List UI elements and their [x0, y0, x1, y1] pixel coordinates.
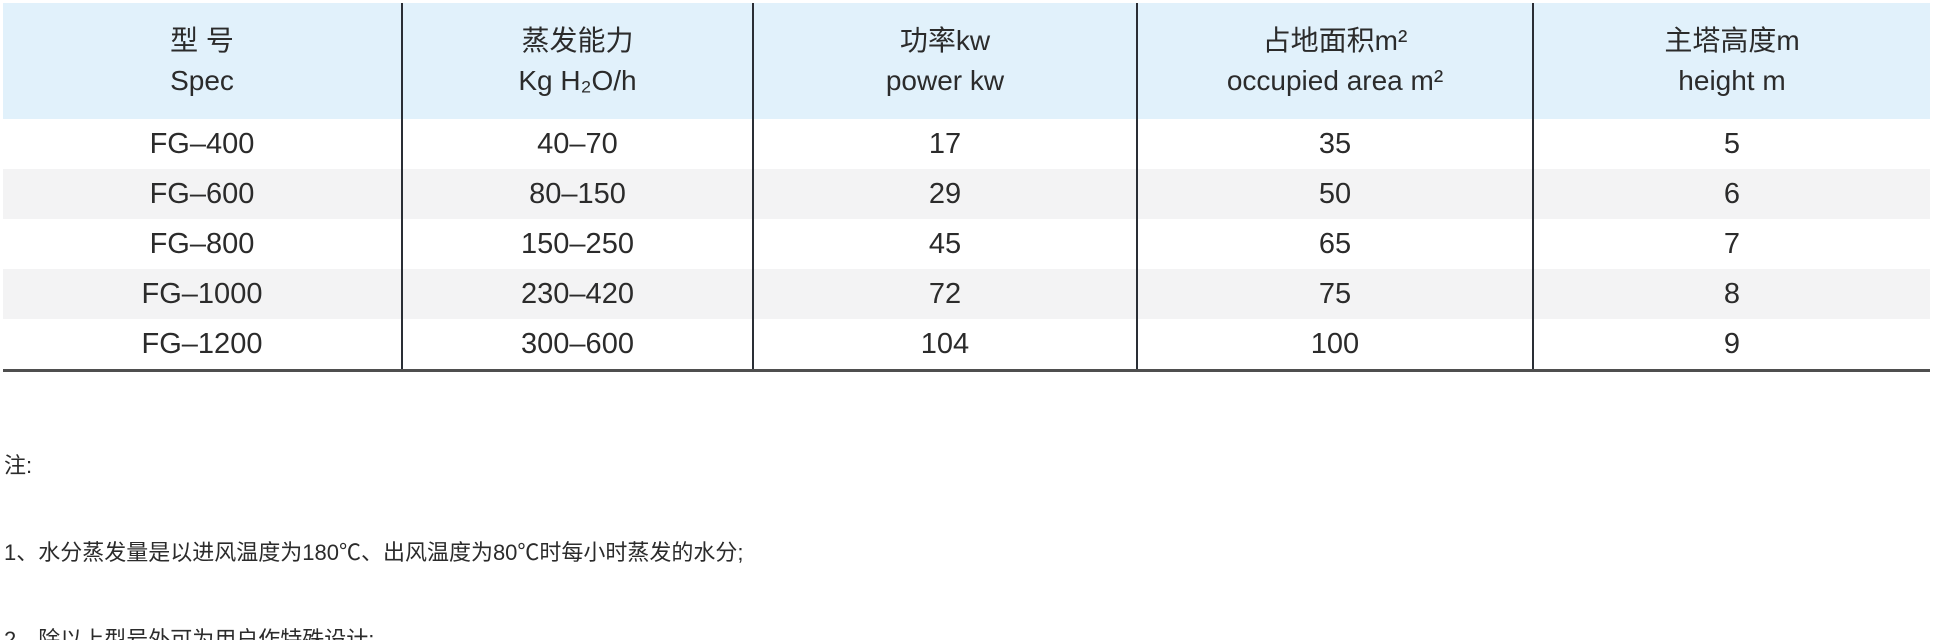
header-area-en: occupied area m²	[1226, 65, 1444, 96]
cell-area: 50	[1137, 169, 1534, 219]
cell-height: 8	[1533, 269, 1930, 319]
cell-evaporation: 150–250	[402, 219, 754, 269]
header-spec-en: Spec	[170, 65, 234, 96]
cell-spec: FG–400	[3, 119, 403, 169]
table-row: FG–1200 300–600 104 100 9	[3, 319, 1930, 371]
cell-power: 17	[753, 119, 1138, 169]
cell-spec: FG–600	[3, 169, 403, 219]
header-height-en: height m	[1678, 65, 1786, 96]
note-line-zh-2: 2、除以上型号外可为用户作特殊设计;	[4, 627, 375, 640]
note-line-zh-1: 1、水分蒸发量是以进风温度为180℃、出风温度为80℃时每小时蒸发的水分;	[4, 540, 744, 565]
cell-power: 45	[753, 219, 1138, 269]
header-power-en: power kw	[885, 65, 1005, 96]
cell-height: 5	[1723, 127, 1741, 160]
header-cell-area: 占地面积m² occupied area m²	[1137, 3, 1534, 119]
table-header: 型 号 Spec 蒸发能力 Kg H₂O/h 功率kw power kw 占地面…	[3, 3, 1930, 119]
notes-section: 注: 1、水分蒸发量是以进风温度为180℃、出风温度为80℃时每小时蒸发的水分;…	[4, 393, 1924, 640]
cell-area: 65	[1137, 219, 1534, 269]
cell-evaporation: 40–70	[402, 119, 754, 169]
table-row: FG–600 80–150 29 50 6	[3, 169, 1930, 219]
cell-height: 7	[1723, 227, 1741, 260]
cell-spec: FG–1200	[3, 319, 403, 371]
cell-area: 75	[1137, 269, 1534, 319]
header-cell-evaporation: 蒸发能力 Kg H₂O/h	[402, 3, 754, 119]
cell-evaporation: 230–420	[402, 269, 754, 319]
header-cell-spec: 型 号 Spec	[3, 3, 403, 119]
header-evaporation-zh: 蒸发能力	[521, 25, 634, 56]
table-row: FG–400 40–70 17 35 5	[3, 119, 1930, 169]
cell-height: 6	[1533, 169, 1930, 219]
cell-evaporation: 80–150	[402, 169, 754, 219]
header-cell-power: 功率kw power kw	[753, 3, 1138, 119]
cell-height: 9	[1723, 327, 1741, 360]
spec-table-container: 型 号 Spec 蒸发能力 Kg H₂O/h 功率kw power kw 占地面…	[3, 3, 1930, 372]
header-evaporation-en: Kg H₂O/h	[518, 65, 637, 96]
cell-area: 100	[1137, 319, 1534, 371]
table-body: FG–400 40–70 17 35 5 FG–600 80–150 29 50…	[3, 119, 1930, 371]
cell-power: 72	[753, 269, 1138, 319]
header-row: 型 号 Spec 蒸发能力 Kg H₂O/h 功率kw power kw 占地面…	[3, 3, 1930, 119]
cell-area: 35	[1137, 119, 1534, 169]
header-height-zh: 主塔高度m	[1664, 25, 1800, 56]
header-power-zh: 功率kw	[899, 25, 991, 56]
cell-spec: FG–800	[3, 219, 403, 269]
table-row: FG–1000 230–420 72 75 8	[3, 269, 1930, 319]
spec-table: 型 号 Spec 蒸发能力 Kg H₂O/h 功率kw power kw 占地面…	[3, 3, 1930, 372]
notes-zh-title: 注:	[4, 453, 33, 478]
header-area-zh: 占地面积m²	[1262, 25, 1408, 56]
table-row: FG–800 150–250 45 65 7	[3, 219, 1930, 269]
cell-spec: FG–1000	[3, 269, 403, 319]
header-cell-height: 主塔高度m height m	[1533, 3, 1930, 119]
cell-power: 29	[753, 169, 1138, 219]
header-spec-zh: 型 号	[170, 25, 234, 56]
cell-evaporation: 300–600	[402, 319, 754, 371]
cell-power: 104	[753, 319, 1138, 371]
